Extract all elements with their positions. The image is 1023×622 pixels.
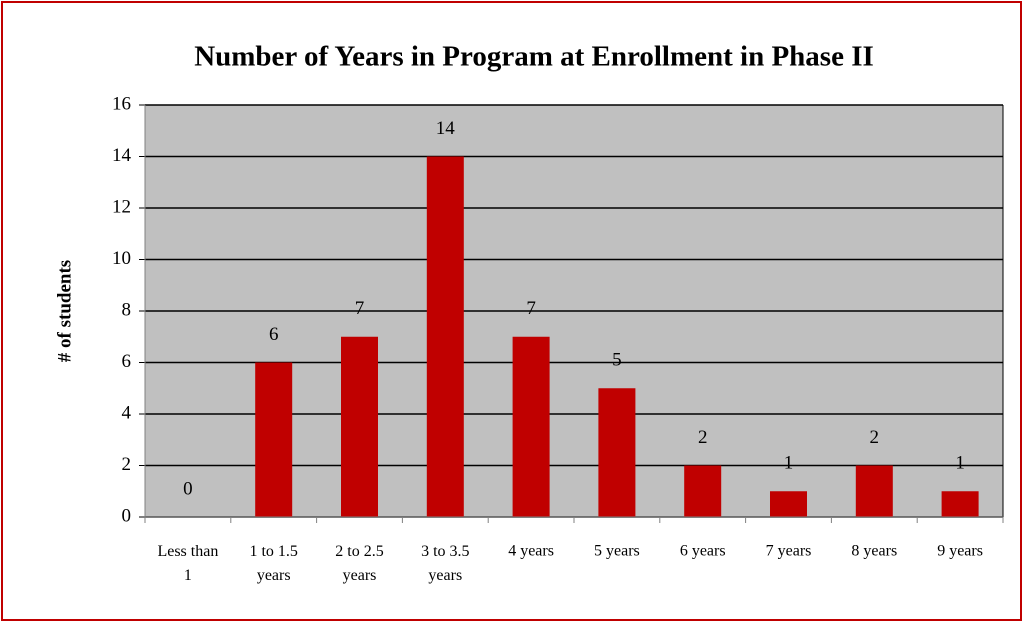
bar — [341, 336, 378, 517]
y-tick-label: 14 — [112, 145, 132, 166]
y-tick-label: 12 — [112, 196, 131, 217]
bar — [512, 336, 550, 517]
y-tick-label: 16 — [112, 93, 131, 114]
x-tick-label: 3 to 3.5 years — [421, 543, 469, 584]
data-label: 2 — [870, 427, 880, 448]
data-label: 14 — [436, 118, 456, 139]
data-label: 1 — [784, 453, 794, 474]
x-tick-label: Less than 1 — [157, 543, 218, 584]
x-tick-label: 4 years — [508, 543, 554, 560]
bar — [598, 388, 636, 517]
y-tick-label: 8 — [122, 299, 132, 320]
bar — [941, 491, 979, 517]
chart-title: Number of Years in Program at Enrollment… — [194, 41, 874, 73]
y-tick-label: 10 — [112, 248, 131, 269]
y-tick-label: 4 — [122, 402, 132, 423]
y-axis-label: # of students — [54, 260, 75, 362]
data-label: 1 — [955, 453, 965, 474]
x-tick-label: 6 years — [680, 543, 726, 560]
data-label: 7 — [526, 298, 536, 319]
bar — [255, 362, 293, 517]
data-label: 0 — [183, 478, 193, 499]
y-tick-label: 2 — [122, 454, 132, 475]
y-tick-label: 6 — [122, 351, 132, 372]
x-tick-label: 1 to 1.5 years — [249, 543, 297, 584]
x-tick-label: 9 years — [937, 543, 983, 560]
bar — [770, 491, 807, 517]
x-tick-label: 2 to 2.5 years — [335, 543, 383, 584]
data-label: 6 — [269, 324, 279, 345]
bar — [684, 465, 722, 517]
data-label: 2 — [698, 427, 708, 448]
bar — [426, 156, 464, 517]
data-label: 7 — [355, 298, 365, 319]
x-tick-label: 8 years — [851, 543, 897, 560]
x-tick-label: 7 years — [766, 543, 812, 560]
data-label: 5 — [612, 350, 622, 371]
y-tick-label: 0 — [122, 505, 132, 526]
bar — [855, 465, 893, 517]
x-tick-label: 5 years — [594, 543, 640, 560]
